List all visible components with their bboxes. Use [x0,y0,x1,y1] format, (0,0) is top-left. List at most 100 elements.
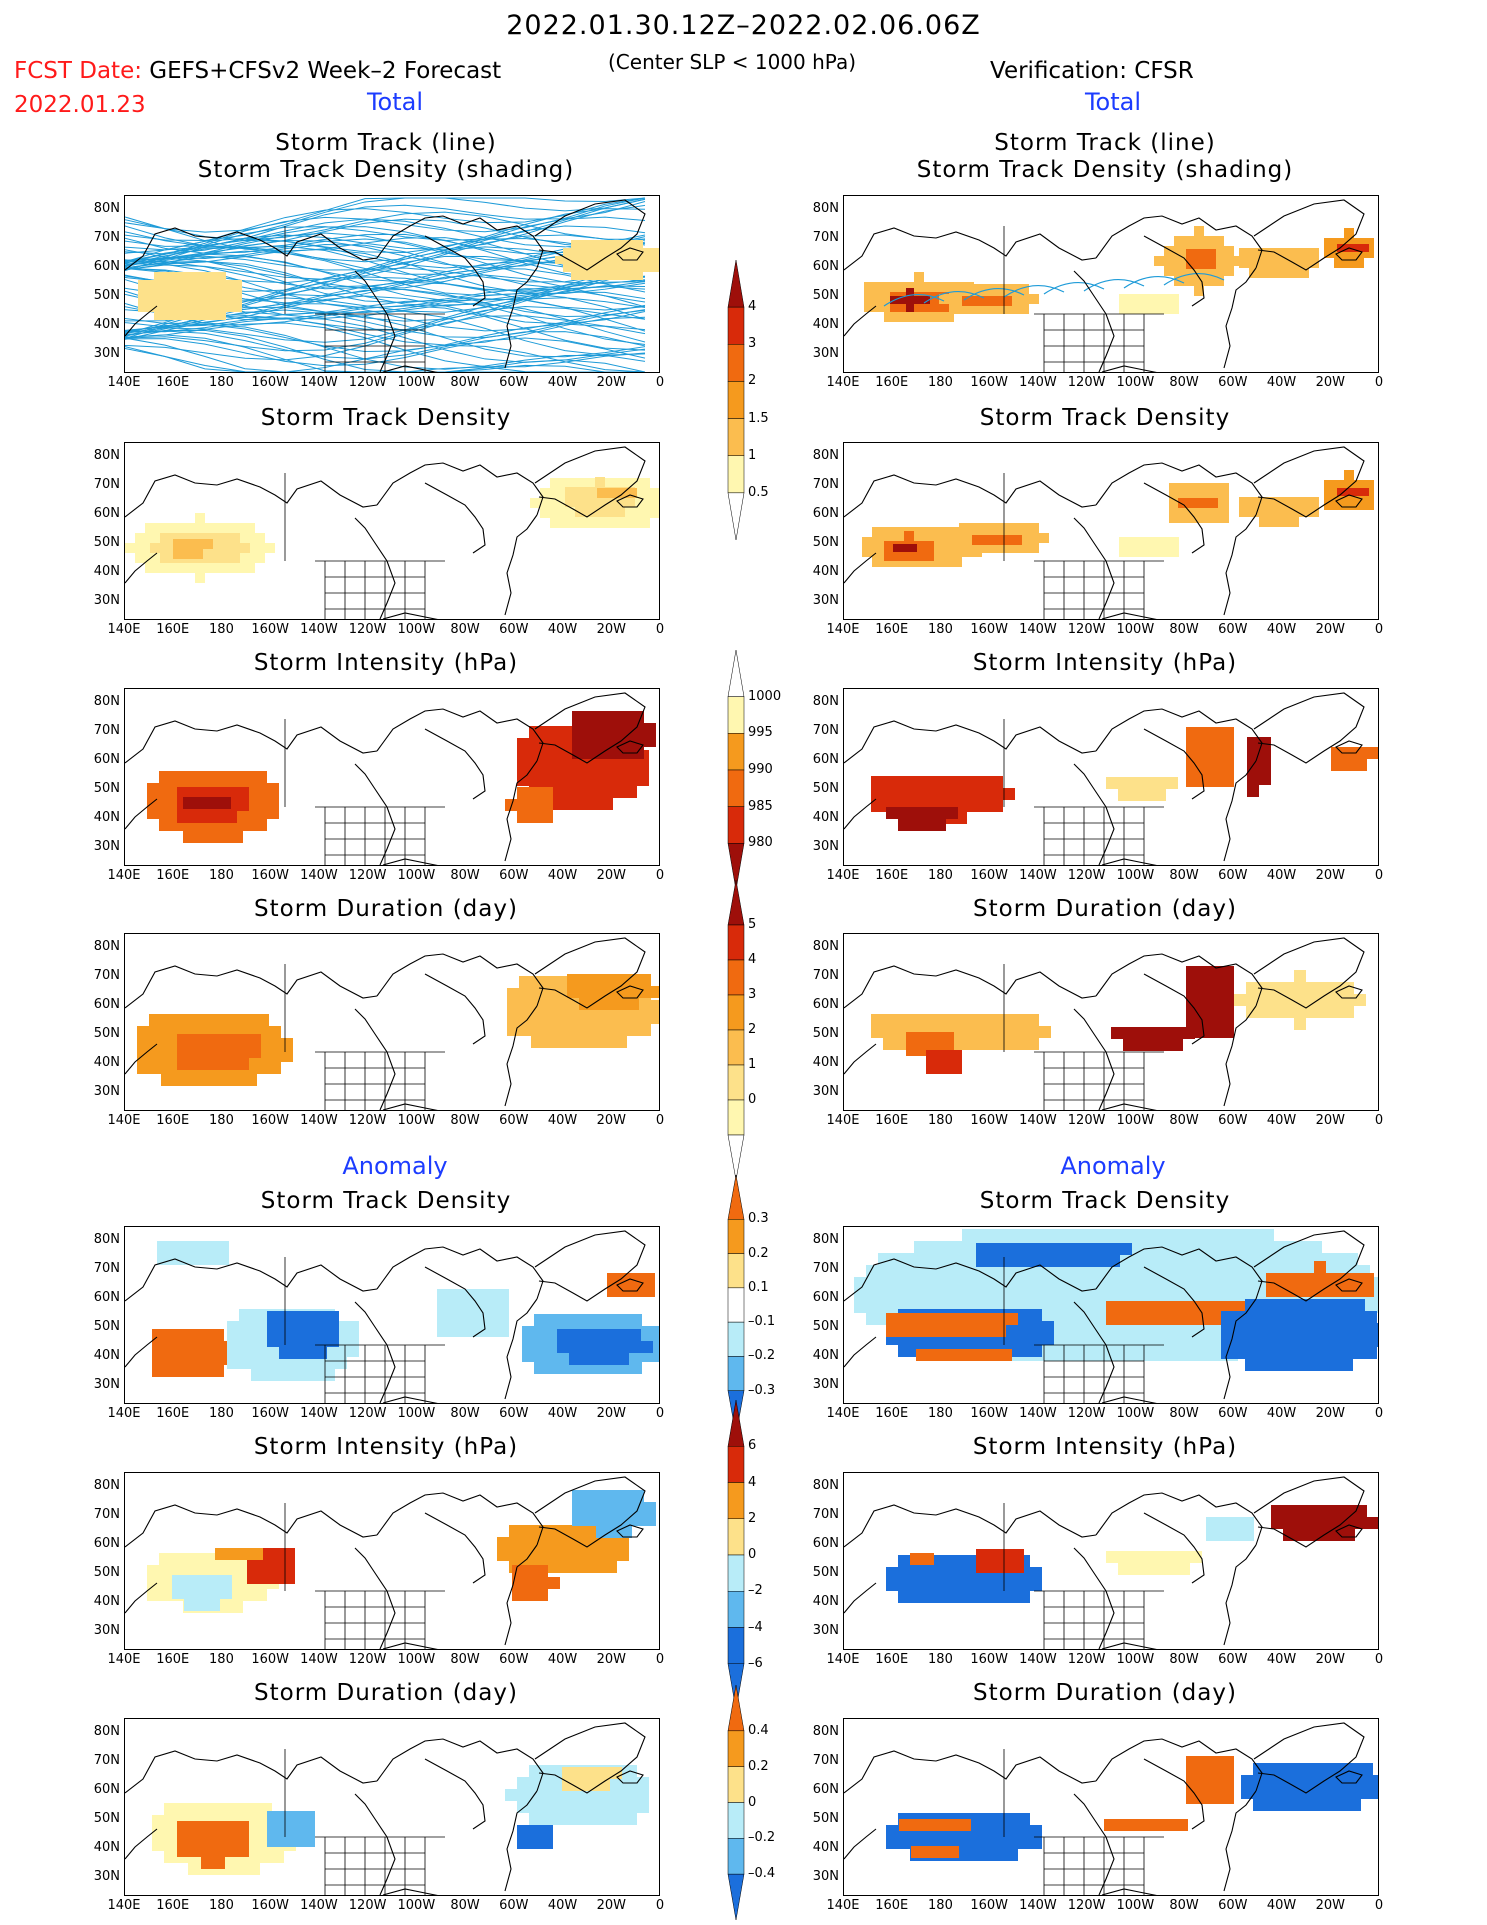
field-cell [170,533,180,543]
field-cell [152,1827,164,1839]
field-cell [248,1815,260,1827]
field-cell [926,1241,938,1253]
field-cell [898,1591,910,1603]
lon-tick-label: 140E [826,1113,860,1128]
field-cell [1149,537,1159,547]
field-cell [1313,1775,1325,1787]
field-cell [603,248,611,256]
field-cell [958,1567,970,1579]
field-cell [1058,1265,1070,1277]
field-cell [1106,1289,1118,1301]
field-cell [601,786,613,798]
field-cell [1214,1241,1226,1253]
field-cell [591,986,603,998]
field-cell [231,1601,243,1613]
field-cell [231,1565,243,1577]
field-cell [159,783,171,795]
field-cell [529,811,541,823]
field-cell [1190,1289,1202,1301]
field-cell [639,1024,651,1036]
lon-tick-label: 160E [875,1898,909,1913]
field-cell [1202,1277,1214,1289]
field-cell [202,280,210,288]
field-cell [898,296,906,304]
coastline-path [1143,1758,1205,1830]
field-cell [651,248,659,256]
coastline-path [424,1758,486,1830]
map-panel [843,442,1379,620]
lat-tick-label: 50N [93,1026,120,1041]
lat-tick-label: 80N [812,448,839,463]
field-cell [1355,1517,1367,1529]
fcst-date-label: FCST Date: [14,58,142,84]
coastline-path [1223,760,1257,862]
field-cell [922,1325,934,1337]
field-cell [1130,1253,1142,1265]
lon-tick-label: 0 [655,868,665,883]
field-cell [962,296,972,306]
field-cell [569,1561,581,1573]
lat-tick-label: 80N [812,939,839,954]
lon-tick-label: 120W [348,375,387,390]
field-cell [912,557,922,567]
field-cell [1202,1313,1214,1325]
field-cell [543,1024,555,1036]
field-cell [219,1601,231,1613]
field-cell [145,533,155,543]
field-cell [213,1034,225,1046]
map-field [125,446,659,619]
field-cell [497,1549,509,1561]
lon-tick-label: 140W [300,1113,338,1128]
field-cell [1299,258,1309,268]
field-cell [639,974,651,986]
lon-tick-label: 120W [348,868,387,883]
field-cell [575,497,585,507]
field-cell [1313,1763,1325,1775]
lon-tick-label: 40W [1266,1406,1297,1421]
field-cell [1166,1289,1178,1301]
field-cell [591,1036,603,1048]
field-cell [986,1289,998,1301]
field-cell [1293,1323,1305,1335]
field-cell [1238,1229,1250,1241]
field-cell [1009,284,1019,294]
field-cell [593,1353,605,1365]
coastline-path [125,1504,378,1548]
field-cell [1222,1792,1234,1804]
field-cell [147,1589,159,1601]
field-cell [608,1526,620,1538]
field-cell [327,1311,339,1323]
field-cell [147,1565,159,1577]
field-cell [178,288,186,296]
field-cell [854,1289,866,1301]
field-cell [601,798,613,810]
lon-tick-label: 120W [348,1898,387,1913]
coastline-path [1253,446,1365,518]
field-cell [1293,1335,1305,1347]
field-cell [620,711,632,723]
coastline-path [844,1828,877,1860]
field-cell [1208,498,1218,508]
field-cell [1096,1255,1108,1267]
field-cell [1106,1313,1118,1325]
field-cell [1022,1277,1034,1289]
field-cell [1118,1563,1130,1575]
lon-tick-label: 160W [970,1652,1008,1667]
field-cell [1270,1006,1282,1018]
field-cell [1293,1359,1305,1371]
coastline-path [1095,953,1263,1007]
field-cell [1329,1359,1341,1371]
field-cell [955,1038,967,1050]
field-cell [303,1311,315,1323]
field-cell [928,1349,940,1361]
field-cell [555,1036,567,1048]
field-cell [571,248,579,256]
field-cell [193,539,203,549]
field-cell [1118,1325,1130,1337]
lon-tick-label: 20W [596,375,626,390]
colorbar-label: 1000 [748,688,782,704]
field-cell [183,539,193,549]
field-cell [643,1273,655,1285]
field-cell [1230,1529,1242,1541]
lon-tick-label: 140E [826,375,860,390]
